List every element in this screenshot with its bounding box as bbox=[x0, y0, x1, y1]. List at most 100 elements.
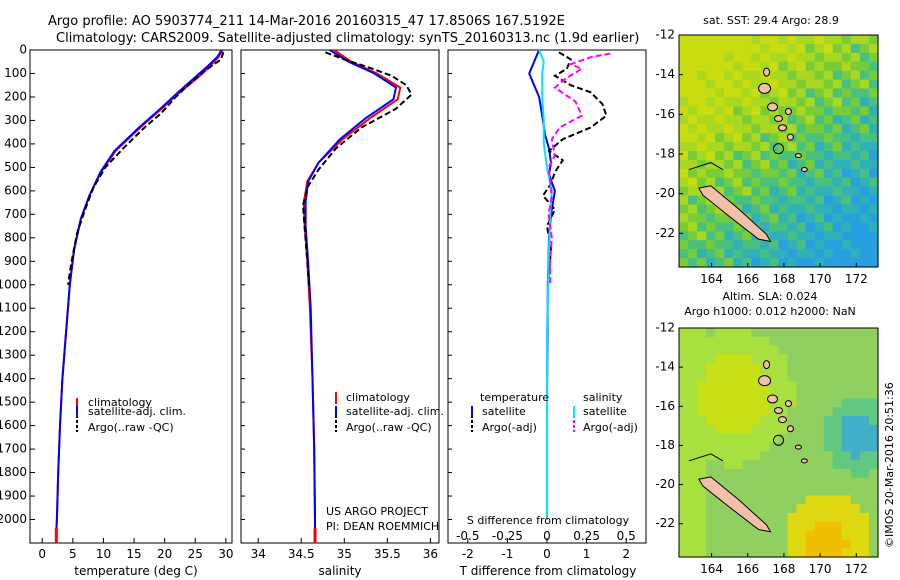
map-cell bbox=[706, 124, 716, 134]
map-cell bbox=[868, 222, 879, 232]
map-cell bbox=[751, 486, 762, 496]
map-cell bbox=[841, 380, 852, 391]
map-cell bbox=[733, 521, 743, 532]
map-cell bbox=[688, 460, 698, 470]
map-cell bbox=[751, 177, 762, 188]
map-cell bbox=[859, 151, 870, 161]
map-cell bbox=[778, 389, 789, 400]
map-cell bbox=[715, 363, 725, 373]
map-cell bbox=[796, 433, 807, 444]
map-cell bbox=[706, 106, 716, 116]
depth-tick-label: 400 bbox=[4, 136, 27, 150]
map-cell bbox=[787, 380, 798, 391]
map-cell bbox=[706, 35, 716, 45]
map-cell bbox=[760, 512, 771, 523]
map-cell bbox=[805, 186, 816, 197]
map-cell bbox=[787, 389, 798, 400]
map-cell bbox=[769, 442, 780, 452]
map-cell bbox=[706, 363, 716, 373]
map-cell bbox=[706, 372, 716, 382]
map-cell bbox=[688, 249, 698, 259]
map-cell bbox=[769, 133, 780, 143]
map-cell bbox=[814, 124, 825, 134]
vanuatu-island bbox=[767, 102, 779, 112]
map-cell bbox=[697, 240, 707, 250]
difference-series-2 bbox=[538, 49, 553, 520]
map-cell bbox=[742, 548, 752, 558]
map-cell bbox=[679, 495, 689, 505]
map-cell bbox=[724, 363, 734, 373]
map-cell bbox=[751, 88, 762, 99]
map-cell bbox=[724, 142, 734, 152]
map-cell bbox=[706, 389, 716, 400]
map-cell bbox=[751, 213, 762, 223]
map-xtick-label: 168 bbox=[772, 562, 795, 576]
map-cell bbox=[751, 407, 762, 417]
map-cell bbox=[760, 504, 771, 514]
map-cell bbox=[823, 213, 834, 223]
map-cell bbox=[769, 363, 780, 373]
map-cell bbox=[742, 530, 752, 540]
map-cell bbox=[706, 159, 716, 170]
map-cell bbox=[805, 477, 816, 488]
map-cell bbox=[814, 460, 825, 470]
vanuatu-island bbox=[777, 416, 787, 424]
vanuatu-island bbox=[777, 124, 787, 132]
map-cell bbox=[733, 451, 743, 461]
map-cell bbox=[760, 407, 771, 417]
map-cell bbox=[742, 336, 752, 347]
map-cell bbox=[859, 336, 870, 347]
difference-s-tick-label: 0.25 bbox=[573, 529, 600, 543]
map-cell bbox=[823, 133, 834, 143]
map-cell bbox=[841, 240, 852, 250]
map-cell bbox=[697, 106, 707, 116]
map-cell bbox=[823, 407, 834, 417]
map-cell bbox=[832, 213, 843, 223]
map-cell bbox=[769, 504, 780, 514]
map-cell bbox=[706, 504, 716, 514]
difference-s-tick-label: -0.5 bbox=[456, 529, 479, 543]
map-cell bbox=[868, 43, 879, 54]
map-cell bbox=[796, 106, 807, 116]
map-cell bbox=[823, 416, 834, 426]
map-cell bbox=[751, 539, 762, 549]
map-cell bbox=[814, 512, 825, 523]
map-cell bbox=[868, 249, 879, 259]
map-cell bbox=[733, 168, 743, 179]
map-cell bbox=[688, 88, 698, 99]
difference-xlabel: T difference from climatology bbox=[459, 564, 637, 578]
map-cell bbox=[814, 177, 825, 188]
map-cell bbox=[724, 231, 734, 241]
map-cell bbox=[733, 380, 743, 391]
depth-tick-label: 1400 bbox=[0, 371, 27, 385]
map-cell bbox=[724, 186, 734, 197]
map-cell bbox=[841, 231, 852, 241]
map-cell bbox=[823, 345, 834, 356]
map-cell bbox=[814, 328, 825, 338]
temperature-xtick-label: 25 bbox=[188, 547, 203, 561]
map-cell bbox=[787, 345, 798, 356]
map-cell bbox=[859, 106, 870, 116]
map-cell bbox=[751, 530, 762, 540]
map-cell bbox=[733, 328, 743, 338]
map-cell bbox=[832, 258, 843, 268]
map-cell bbox=[742, 168, 752, 179]
map-cell bbox=[805, 512, 816, 523]
map-cell bbox=[805, 258, 816, 268]
map-cell bbox=[868, 142, 879, 152]
map-cell bbox=[814, 530, 825, 540]
map-cell bbox=[769, 328, 780, 338]
vanuatu-island bbox=[784, 400, 792, 408]
map-cell bbox=[769, 416, 780, 426]
map-cell bbox=[706, 204, 716, 215]
map-cell bbox=[751, 328, 762, 338]
map-cell bbox=[697, 389, 707, 400]
map-cell bbox=[832, 530, 843, 540]
map-cell bbox=[778, 79, 789, 90]
map-cell bbox=[697, 416, 707, 426]
map-cell bbox=[715, 133, 725, 143]
map-cell bbox=[760, 151, 771, 161]
map-cell bbox=[778, 442, 789, 452]
map-cell bbox=[823, 168, 834, 179]
map-cell bbox=[805, 61, 816, 72]
